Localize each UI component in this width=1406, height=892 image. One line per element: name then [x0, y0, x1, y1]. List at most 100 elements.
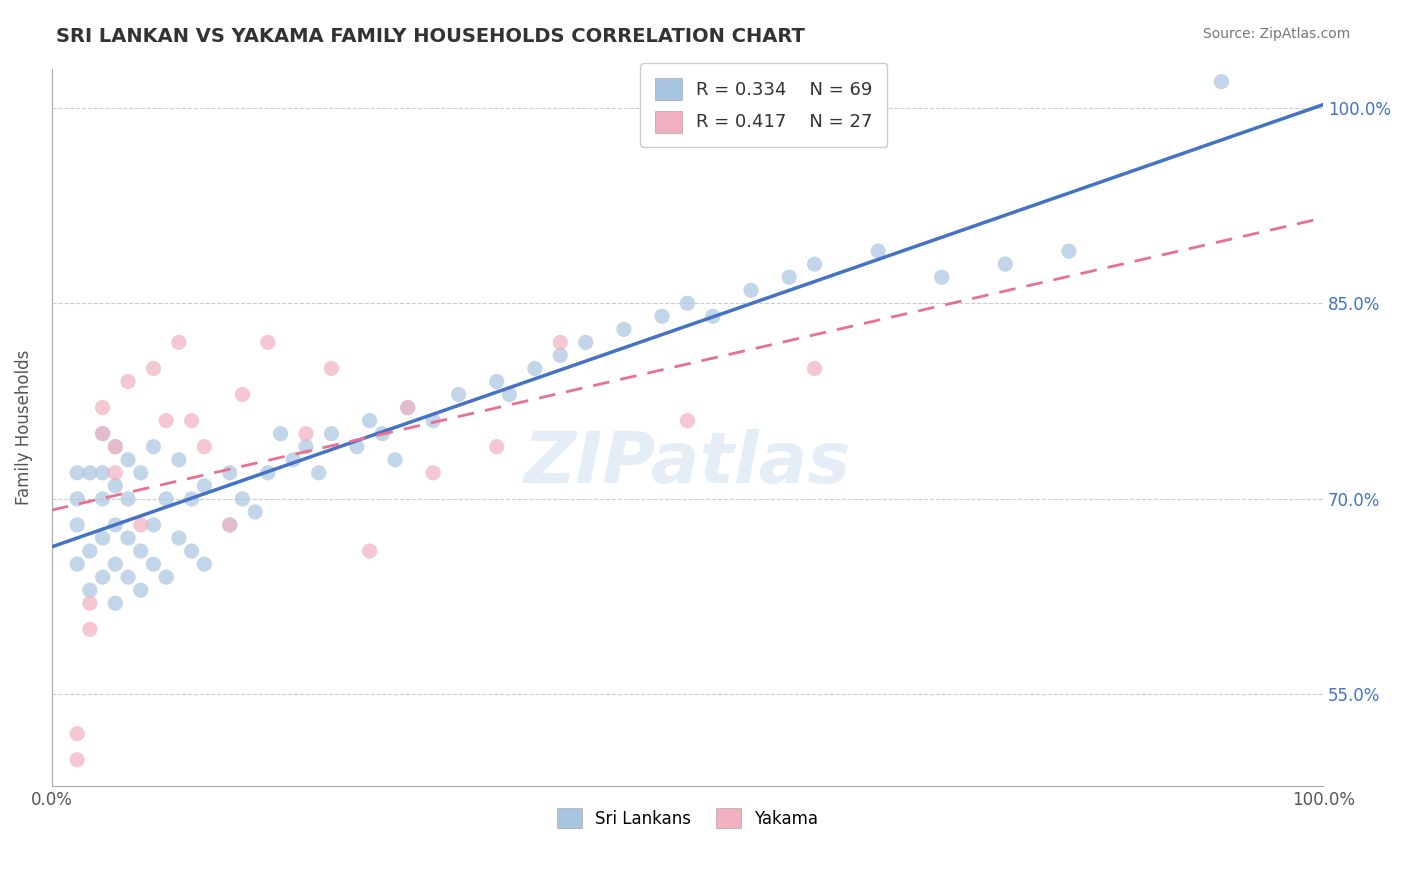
Point [129, 466, 152, 480]
Point [180, 544, 202, 558]
Point [104, 466, 127, 480]
Point [676, 414, 699, 428]
Point [193, 557, 215, 571]
Point [308, 466, 330, 480]
Point [396, 401, 419, 415]
Point [447, 387, 470, 401]
Point [91, 466, 114, 480]
Point [1211, 74, 1233, 88]
Point [295, 440, 318, 454]
Point [384, 452, 406, 467]
Point [283, 452, 305, 467]
Point [180, 414, 202, 428]
Point [218, 518, 240, 533]
Point [104, 518, 127, 533]
Point [79, 596, 101, 610]
Point [155, 414, 177, 428]
Point [66, 726, 89, 740]
Point [218, 518, 240, 533]
Point [167, 452, 190, 467]
Y-axis label: Family Households: Family Households [15, 350, 32, 505]
Point [91, 426, 114, 441]
Point [231, 491, 253, 506]
Point [931, 270, 953, 285]
Point [257, 466, 280, 480]
Point [142, 440, 165, 454]
Point [91, 491, 114, 506]
Point [994, 257, 1017, 271]
Point [66, 557, 89, 571]
Legend: Sri Lankans, Yakama: Sri Lankans, Yakama [550, 801, 825, 835]
Point [79, 583, 101, 598]
Point [550, 348, 572, 362]
Point [104, 596, 127, 610]
Point [270, 426, 292, 441]
Point [79, 466, 101, 480]
Point [129, 544, 152, 558]
Point [740, 283, 762, 297]
Point [79, 622, 101, 636]
Point [575, 335, 598, 350]
Point [868, 244, 890, 258]
Point [295, 426, 318, 441]
Point [193, 440, 215, 454]
Point [91, 401, 114, 415]
Point [142, 361, 165, 376]
Point [129, 583, 152, 598]
Text: Source: ZipAtlas.com: Source: ZipAtlas.com [1202, 27, 1350, 41]
Point [523, 361, 546, 376]
Point [485, 440, 508, 454]
Text: ZIPatlas: ZIPatlas [524, 428, 851, 498]
Point [66, 491, 89, 506]
Point [257, 335, 280, 350]
Point [359, 544, 381, 558]
Point [91, 531, 114, 545]
Point [91, 570, 114, 584]
Point [676, 296, 699, 310]
Point [117, 570, 139, 584]
Point [167, 531, 190, 545]
Point [66, 466, 89, 480]
Point [79, 544, 101, 558]
Point [702, 310, 724, 324]
Point [778, 270, 800, 285]
Point [1057, 244, 1080, 258]
Point [396, 401, 419, 415]
Point [218, 466, 240, 480]
Point [346, 440, 368, 454]
Point [91, 426, 114, 441]
Point [651, 310, 673, 324]
Point [117, 491, 139, 506]
Point [371, 426, 394, 441]
Point [803, 257, 825, 271]
Point [155, 491, 177, 506]
Point [422, 466, 444, 480]
Point [498, 387, 520, 401]
Point [321, 426, 343, 441]
Text: SRI LANKAN VS YAKAMA FAMILY HOUSEHOLDS CORRELATION CHART: SRI LANKAN VS YAKAMA FAMILY HOUSEHOLDS C… [56, 27, 806, 45]
Point [550, 335, 572, 350]
Point [129, 518, 152, 533]
Point [104, 440, 127, 454]
Point [243, 505, 266, 519]
Point [193, 479, 215, 493]
Point [104, 440, 127, 454]
Point [613, 322, 636, 336]
Point [104, 479, 127, 493]
Point [142, 557, 165, 571]
Point [485, 375, 508, 389]
Point [66, 518, 89, 533]
Point [66, 753, 89, 767]
Point [155, 570, 177, 584]
Point [422, 414, 444, 428]
Point [359, 414, 381, 428]
Point [231, 387, 253, 401]
Point [321, 361, 343, 376]
Point [180, 491, 202, 506]
Point [117, 452, 139, 467]
Point [142, 518, 165, 533]
Point [104, 557, 127, 571]
Point [117, 375, 139, 389]
Point [803, 361, 825, 376]
Point [117, 531, 139, 545]
